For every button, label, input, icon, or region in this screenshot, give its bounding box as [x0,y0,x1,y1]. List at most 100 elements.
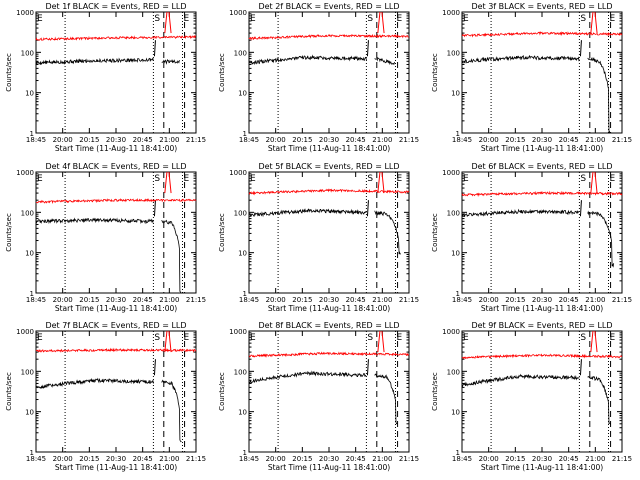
y-tick-label: 1 [243,449,247,457]
plot-frame [461,330,623,453]
x-tick-label: 20:30 [106,296,126,304]
event-marker-label: E [463,174,469,184]
panel-title: Det 6f BLACK = Events, RED = LLD [471,162,612,171]
detector-panel-7: Det 7f BLACK = Events, RED = LLD 1 10 100 10… [5,321,206,472]
event-marker-label: E [183,174,189,184]
plot-frame [461,171,623,294]
x-tick-label: 20:15 [505,136,525,144]
x-tick-label: 20:00 [479,296,499,304]
y-tick-label: 1000 [16,328,34,336]
x-axis-label: Start Time (11-Aug-11 18:41:00) [268,144,390,153]
y-tick-label: 1 [456,449,460,457]
y-tick-label: 10 [238,90,247,98]
panel-title: Det 4f BLACK = Events, RED = LLD [45,162,186,171]
events-flare-rise [579,200,582,217]
events-series-line [248,54,367,66]
y-tick-label: 1 [243,290,247,298]
panel-title: Det 8f BLACK = Events, RED = LLD [258,321,399,330]
x-tick-label: 20:00 [266,136,286,144]
x-tick-label: 18:45 [239,455,259,463]
x-tick-label: 21:15 [186,296,206,304]
y-tick-label: 100 [21,209,34,217]
lld-series-line [461,190,623,197]
y-tick-label: 1000 [16,169,34,177]
x-tick-label: 21:15 [399,136,419,144]
x-tick-label: 20:30 [532,455,552,463]
x-tick-label: 20:45 [346,455,366,463]
event-marker-label: S [367,333,373,343]
lld-flare-spike [377,330,385,353]
y-tick-label: 10 [451,409,460,417]
event-marker-label: E [250,174,256,184]
lld-flare-spike [377,11,385,34]
events-series-line [587,375,611,426]
events-series-line [374,210,401,255]
events-series-line [161,379,182,443]
lld-series-line [248,33,410,41]
y-axis-label: Counts/sec [218,53,226,92]
event-marker-label: S [367,14,373,24]
x-axis-label: Start Time (11-Aug-11 18:41:00) [481,144,603,153]
x-tick-label: 18:45 [452,296,472,304]
lld-flare-spike [164,330,172,353]
x-tick-label: 21:00 [585,136,605,144]
y-tick-label: 10 [238,250,247,258]
x-tick-label: 18:45 [26,136,46,144]
events-flare-rise [366,200,369,217]
event-marker-label: E [183,14,189,24]
y-tick-label: 1 [30,449,34,457]
y-tick-label: 10 [25,250,34,258]
x-tick-label: 21:00 [585,296,605,304]
y-tick-label: 1 [456,130,460,138]
x-tick-label: 21:15 [186,455,206,463]
event-marker-label: E [396,333,402,343]
y-tick-label: 10 [451,90,460,98]
panel-title: Det 9f BLACK = Events, RED = LLD [471,321,612,330]
x-axis-label: Start Time (11-Aug-11 18:41:00) [481,463,603,472]
x-tick-label: 20:00 [53,455,73,463]
event-marker-label: E [250,14,256,24]
x-tick-label: 20:45 [133,136,153,144]
y-tick-label: 1 [456,290,460,298]
x-tick-label: 20:00 [53,296,73,304]
events-series-line [461,208,580,218]
x-tick-label: 20:45 [559,136,579,144]
y-tick-label: 1000 [442,169,460,177]
x-axis-label: Start Time (11-Aug-11 18:41:00) [268,304,390,313]
plot-frame [248,11,410,134]
x-tick-label: 20:00 [53,136,73,144]
x-tick-label: 21:15 [186,136,206,144]
x-tick-label: 20:15 [505,455,525,463]
x-tick-label: 21:15 [612,296,632,304]
event-marker-label: S [580,333,586,343]
y-axis-label: Counts/sec [5,53,13,92]
panel-title: Det 7f BLACK = Events, RED = LLD [45,321,186,330]
lld-series-line [35,34,196,41]
x-tick-label: 20:30 [532,136,552,144]
lld-series-line [249,351,410,358]
event-marker-label: E [37,14,43,24]
event-marker-label: S [580,174,586,184]
x-tick-label: 20:45 [346,136,366,144]
events-series-line [587,210,615,268]
detector-panel-5: Det 5f BLACK = Events, RED = LLD 1 10 100 10… [218,162,419,313]
detector-panel-8: Det 8f BLACK = Events, RED = LLD 1 10 100 10… [218,321,419,472]
x-tick-label: 20:15 [292,136,312,144]
x-tick-label: 20:45 [559,296,579,304]
events-series-line [461,373,580,388]
x-axis-label: Start Time (11-Aug-11 18:41:00) [268,463,390,472]
plot-frame [461,11,623,134]
y-tick-label: 10 [451,250,460,258]
event-marker-label: S [580,14,586,24]
x-tick-label: 20:15 [292,296,312,304]
events-series-line [161,219,182,294]
detector-panel-2: Det 2f BLACK = Events, RED = LLD 1 10 100 10… [218,2,419,153]
events-series-line [374,56,395,66]
lld-series-line [248,188,410,196]
event-marker-label: E [396,14,402,24]
events-flare-rise [579,40,582,57]
y-axis-label: Counts/sec [218,213,226,252]
y-tick-label: 1000 [442,9,460,17]
plot-frame [35,171,197,294]
